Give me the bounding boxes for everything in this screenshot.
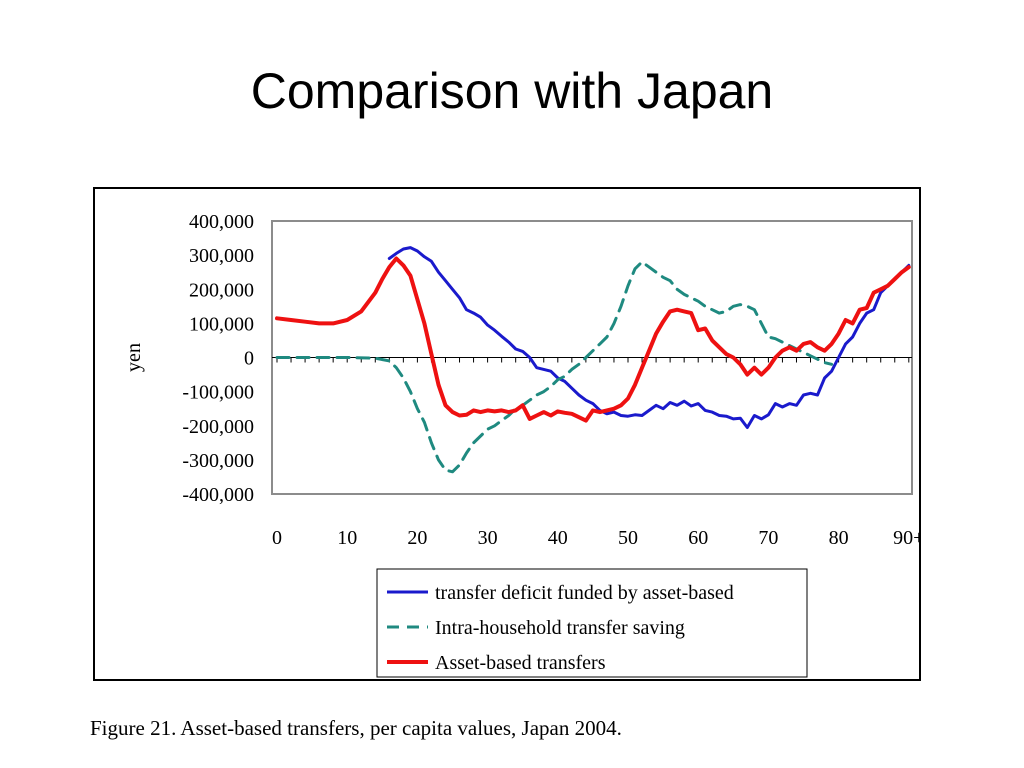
- slide-title: Comparison with Japan: [250, 63, 774, 119]
- y-tick-label: -300,000: [182, 450, 254, 472]
- y-tick-label: -400,000: [182, 484, 254, 506]
- x-tick-label: 0: [272, 527, 282, 549]
- y-tick-label: 100,000: [189, 313, 254, 335]
- legend-label: Asset-based transfers: [435, 652, 606, 674]
- x-tick-label: 50: [618, 527, 638, 549]
- x-tick-label: 20: [407, 527, 427, 549]
- series-line-3: [275, 256, 911, 423]
- x-tick-label: 30: [478, 527, 498, 549]
- y-tick-label: -200,000: [182, 416, 254, 438]
- figure-frame: 400,000 300,000 200,000 100,000 0 -100,000 -20…: [93, 187, 921, 681]
- y-tick-label: 400,000: [189, 211, 254, 233]
- legend-label: transfer deficit funded by asset-based: [435, 582, 734, 604]
- x-tick-label: 90+: [893, 527, 919, 549]
- series-line-2: [275, 260, 834, 474]
- x-tick-label: 60: [688, 527, 708, 549]
- line-chart: 400,000 300,000 200,000 100,000 0 -100,000 -20…: [123, 211, 919, 678]
- y-tick-label: 200,000: [189, 279, 254, 301]
- y-tick-label: -100,000: [182, 382, 254, 404]
- x-tick-label: 80: [829, 527, 849, 549]
- x-tick-label: 10: [337, 527, 357, 549]
- x-tick-label: 70: [758, 527, 778, 549]
- figure-caption: Figure 21. Asset-based transfers, per ca…: [90, 716, 622, 740]
- legend-label: Intra-household transfer saving: [435, 617, 685, 639]
- x-tick-label: 40: [548, 527, 568, 549]
- y-axis-label: yen: [123, 343, 145, 372]
- legend-box: [376, 568, 808, 678]
- y-tick-label: 0: [244, 348, 254, 370]
- y-tick-label: 300,000: [189, 245, 254, 267]
- series-line-1: [387, 246, 911, 429]
